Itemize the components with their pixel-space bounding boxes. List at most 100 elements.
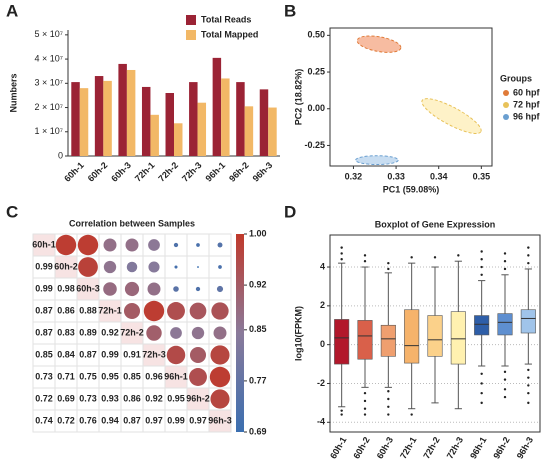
box <box>427 315 443 357</box>
y-tick-label: 0.25 <box>307 66 325 76</box>
correlation-circle <box>147 282 161 296</box>
x-axis-label: PC1 (59.08%) <box>383 184 440 194</box>
x-tick-label: 60h-2 <box>351 435 371 460</box>
correlation-circle <box>191 326 205 340</box>
correlation-circle <box>146 325 162 341</box>
correlation-circle <box>170 327 182 339</box>
correlation-value: 0.97 <box>145 415 163 425</box>
group-ellipse <box>355 155 399 166</box>
correlation-value: 0.99 <box>35 261 53 271</box>
correlation-value: 0.87 <box>35 327 53 337</box>
bar <box>71 82 80 156</box>
outlier <box>480 391 483 395</box>
correlation-circle <box>218 265 222 269</box>
outlier <box>480 250 483 253</box>
y-tick-label: 4 × 10⁷ <box>34 53 63 63</box>
legend-swatch <box>186 15 196 25</box>
x-tick-label: 72h-2 <box>421 435 441 460</box>
correlation-circle <box>189 346 207 364</box>
outlier <box>387 267 390 271</box>
outlier <box>480 401 483 405</box>
correlation-circle <box>189 302 207 320</box>
outlier <box>410 413 413 416</box>
correlation-value: 0.87 <box>35 305 53 315</box>
y-tick-label: -0.25 <box>304 140 325 150</box>
correlation-circle <box>143 300 165 322</box>
x-tick-label: 72h-2 <box>156 160 180 184</box>
legend-marker <box>503 114 509 120</box>
outlier <box>503 370 507 374</box>
y-tick-label: 0.00 <box>307 103 325 113</box>
bar <box>259 89 269 156</box>
correlation-circle <box>77 234 99 256</box>
outlier <box>503 267 507 271</box>
correlation-circle <box>78 257 98 277</box>
bar <box>221 78 230 156</box>
bar <box>126 69 136 156</box>
bar <box>244 106 254 156</box>
correlation-value: 0.99 <box>35 283 53 293</box>
outlier <box>527 254 530 257</box>
correlation-circle <box>167 302 185 320</box>
box <box>404 309 420 364</box>
y-tick-label: 2 × 10⁷ <box>34 102 63 112</box>
correlation-circle <box>166 345 186 365</box>
diagonal-label: 96h-3 <box>208 415 232 425</box>
x-tick-label: 0.33 <box>387 171 405 181</box>
x-tick-label: 96h-2 <box>491 435 511 460</box>
diagonal-label: 60h-1 <box>32 239 56 249</box>
outlier <box>340 246 343 249</box>
correlation-value: 0.91 <box>123 349 141 359</box>
correlation-value: 0.86 <box>57 305 75 315</box>
correlation-value: 0.71 <box>57 371 75 381</box>
correlation-value: 0.72 <box>57 415 75 425</box>
correlation-value: 0.84 <box>57 349 75 359</box>
diagonal-label: 96h-1 <box>164 371 188 381</box>
x-tick-label: 72h-1 <box>398 435 418 460</box>
legend-marker <box>503 90 509 96</box>
correlation-circle <box>210 389 230 409</box>
outlier <box>480 258 483 261</box>
correlation-circle <box>148 239 160 251</box>
outlier <box>480 273 483 276</box>
correlation-value: 0.74 <box>35 415 53 425</box>
y-axis-label: PC2 (18.82%) <box>293 69 303 126</box>
legend-swatch <box>186 30 196 40</box>
x-tick-label: 72h-3 <box>445 435 465 460</box>
outlier <box>340 258 343 261</box>
outlier <box>527 401 530 405</box>
plot-frame <box>329 27 493 167</box>
correlation-value: 0.94 <box>101 415 119 425</box>
correlation-value: 0.72 <box>35 393 53 403</box>
panel-letter: C <box>6 202 18 221</box>
bar <box>268 107 277 156</box>
colorbar-tick-label: 1.00 <box>249 228 267 238</box>
colorbar-tick-label: 0.77 <box>249 375 267 385</box>
y-tick-label: -2 <box>317 378 325 388</box>
outlier <box>503 388 507 391</box>
colorbar-tick-label: 0.85 <box>249 324 267 334</box>
correlation-value: 0.99 <box>101 349 119 359</box>
correlation-value: 0.73 <box>79 393 97 403</box>
correlation-circle <box>210 345 230 365</box>
correlation-circle <box>173 286 179 292</box>
correlation-circle <box>103 282 117 296</box>
outlier <box>527 368 530 372</box>
outlier <box>527 391 530 395</box>
x-tick-label: 60h-1 <box>62 160 86 184</box>
y-axis-label: Numbers <box>8 73 18 112</box>
correlation-value: 0.69 <box>57 393 75 403</box>
box <box>474 315 490 336</box>
diagonal-label: 60h-2 <box>54 261 78 271</box>
box <box>450 311 466 365</box>
bar <box>165 93 174 156</box>
x-tick-label: 60h-3 <box>109 160 133 184</box>
outlier <box>387 397 390 401</box>
correlation-value: 0.86 <box>123 393 141 403</box>
y-tick-label: 0 <box>320 339 325 349</box>
correlation-circle <box>126 261 138 273</box>
correlation-circle <box>196 243 200 247</box>
cell <box>208 409 232 433</box>
correlation-circle <box>216 285 224 293</box>
correlation-value: 0.89 <box>79 327 97 337</box>
